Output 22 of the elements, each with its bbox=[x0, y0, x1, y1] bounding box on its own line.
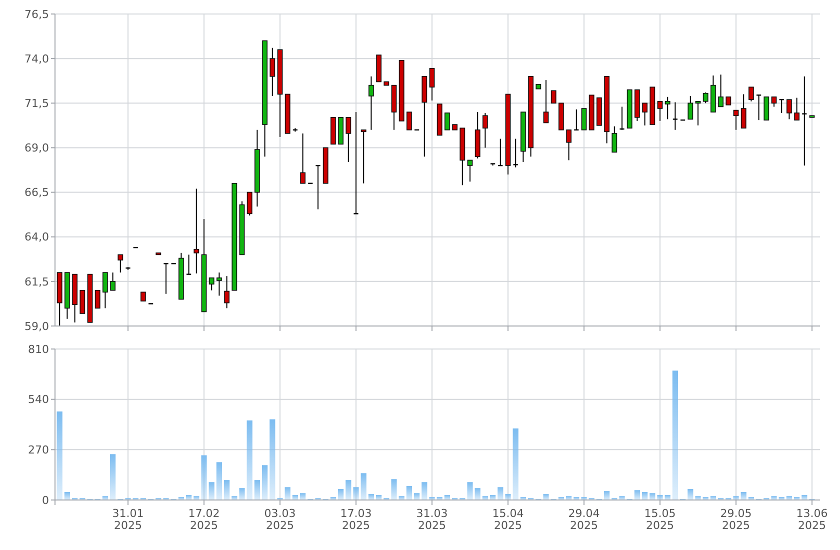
y-tick-label: 810 bbox=[28, 342, 49, 356]
x-tick-label: 31.01 2025 bbox=[112, 507, 144, 532]
y-tick-label: 76,5 bbox=[24, 8, 49, 21]
x-tick-label: 15.05 2025 bbox=[644, 507, 676, 532]
y-tick-label: 69,0 bbox=[24, 142, 49, 155]
y-tick-label: 74,0 bbox=[24, 52, 49, 66]
x-tick-label: 13.06 2025 bbox=[796, 507, 828, 532]
y-tick-label: 540 bbox=[28, 393, 49, 406]
y-tick-label: 66,5 bbox=[24, 186, 49, 200]
x-tick-label: 15.04 2025 bbox=[492, 507, 524, 532]
x-tick-label: 03.03 2025 bbox=[264, 507, 296, 532]
x-tick-label: 29.04 2025 bbox=[568, 507, 600, 532]
x-tick-label: 31.03 2025 bbox=[416, 507, 448, 532]
y-tick-label: 0 bbox=[42, 494, 49, 507]
y-tick-label: 270 bbox=[28, 444, 49, 457]
y-tick-label: 71,5 bbox=[24, 96, 49, 110]
y-tick-label: 59,0 bbox=[24, 320, 49, 333]
y-tick-label: 64,0 bbox=[24, 230, 49, 244]
x-tick-label: 17.03 2025 bbox=[340, 507, 372, 532]
x-tick-label: 17.02 2025 bbox=[188, 507, 220, 532]
y-tick-label: 61,5 bbox=[24, 275, 49, 288]
x-tick-label: 29.05 2025 bbox=[720, 507, 752, 532]
